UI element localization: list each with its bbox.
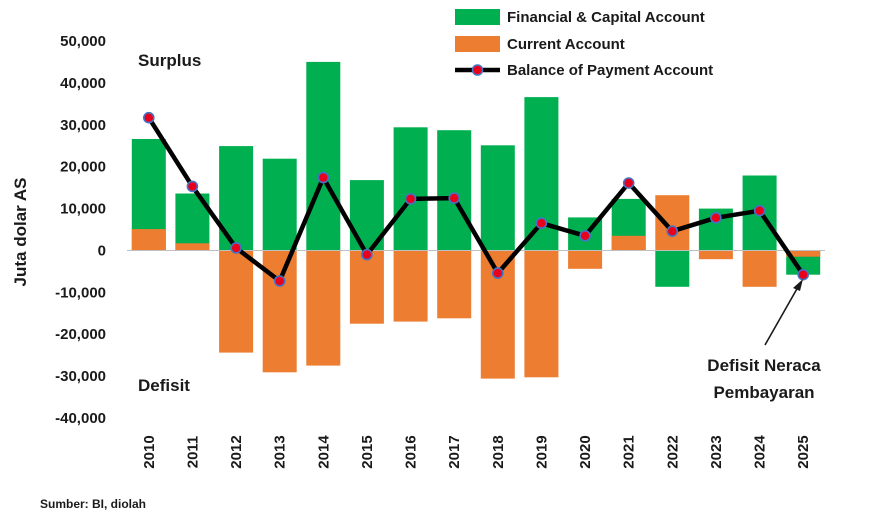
financial-capital-account-bar-2022 [655,250,690,287]
current-account-bar-2013 [262,250,297,373]
current-account-bar-2017 [437,250,472,319]
surplus-annotation: Surplus [138,51,201,70]
y-tick-label: 40,000 [60,75,106,92]
x-tick-label-2016: 2016 [403,435,420,468]
current-account-bar-2015 [349,250,384,324]
x-tick-label-2011: 2011 [184,436,201,469]
x-tick-label-2025: 2025 [795,435,812,468]
x-axis: 2010 2011 2012 2013 2014 2015 2016 2017 2018 2019… [141,435,812,469]
callout-arrowhead [793,279,803,291]
current-account-bar-2011 [175,243,210,251]
source-note: Sumber: BI, diolah [40,497,146,511]
y-tick-label: 0 [98,242,106,259]
x-tick-label-2018: 2018 [490,435,507,468]
y-axis: 50,000 40,000 30,000 20,000 10,000 0 -10,000 -2… [55,33,106,427]
current-account-bar-2020 [568,250,603,269]
current-account-bar-2016 [393,250,428,322]
y-tick-label: -40,000 [55,410,106,427]
balance-point-2014 [317,171,330,184]
x-tick-label-2015: 2015 [359,435,376,468]
deficit-annotation: Defisit [138,376,190,395]
legend-label-balance-of-payment-account: Balance of Payment Account [507,62,713,79]
x-tick-label-2013: 2013 [272,435,289,468]
current-account-bar-2022 [655,195,690,251]
balance-point-2025 [797,268,810,281]
current-account-bar-2019 [524,250,559,378]
legend: Financial & Capital Account Current Accou… [455,9,713,79]
balance-point-2023 [710,212,722,224]
y-tick-label: -10,000 [55,284,106,301]
x-tick-label-2017: 2017 [446,435,463,468]
current-account-bar-2010 [131,229,166,251]
balance-point-2022 [666,225,679,237]
x-tick-label-2021: 2021 [621,435,638,468]
legend-label-current-account: Current Account [507,36,625,53]
y-tick-label: -20,000 [55,326,106,343]
y-tick-label: 10,000 [60,201,106,218]
balance-line-layer [143,111,810,287]
financial-capital-account-bar-2018 [480,145,515,251]
legend-label-financial-capital-account: Financial & Capital Account [507,9,705,26]
legend-swatch-current-account [455,36,500,52]
balance-of-payment-line [146,116,806,284]
x-tick-label-2020: 2020 [577,435,594,468]
financial-capital-account-bar-2017 [437,130,472,251]
balance-point-2021 [622,177,635,189]
current-account-bar-2012 [219,250,254,353]
balance-point-2012 [230,242,242,254]
balance-point-2024 [753,204,766,217]
legend-swatch-financial-capital-account [455,9,500,25]
x-tick-label-2024: 2024 [752,435,769,469]
x-tick-label-2019: 2019 [533,435,550,468]
x-tick-label-2022: 2022 [664,435,681,468]
balance-point-2010 [143,111,155,124]
balance-point-2020 [579,230,591,242]
callout-line2: Pembayaran [713,383,814,402]
y-tick-label: 20,000 [60,159,106,176]
financial-capital-account-bar-2014 [306,61,341,251]
callout-line1: Defisit Neraca [707,356,821,375]
x-tick-label-2014: 2014 [315,435,332,469]
x-tick-label-2010: 2010 [141,435,158,468]
current-account-bar-2024 [742,250,777,287]
legend-swatch-marker-balance-of-payment-account [471,64,484,76]
balance-point-2017 [448,192,461,204]
balance-point-2015 [361,248,373,261]
y-tick-label: -30,000 [55,368,106,385]
current-account-bar-2025 [786,250,821,257]
current-account-bar-2014 [306,250,341,366]
balance-point-2016 [404,193,417,205]
x-tick-label-2023: 2023 [708,435,725,468]
y-tick-label: 50,000 [60,33,106,50]
balance-point-2013 [273,275,286,287]
current-account-bar-2021 [611,235,646,251]
y-axis-title: Juta dolar AS [11,178,30,287]
financial-capital-account-bar-2013 [262,158,297,251]
balance-point-2019 [535,217,548,229]
x-tick-label-2012: 2012 [228,435,245,468]
y-tick-label: 30,000 [60,117,106,134]
balance-point-2011 [186,180,199,193]
callout-arrow-shaft [764,286,799,346]
financial-capital-account-bar-2016 [393,127,428,251]
current-account-bar-2023 [698,250,733,260]
balance-point-2018 [491,267,504,279]
